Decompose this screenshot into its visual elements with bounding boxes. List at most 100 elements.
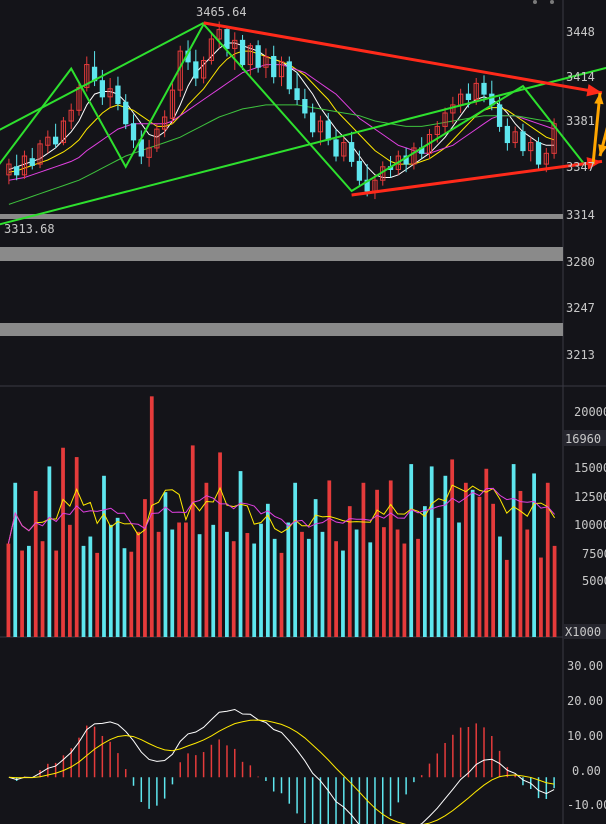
volume-bar xyxy=(20,550,24,637)
macd-dif-line xyxy=(8,708,555,824)
candle-body xyxy=(21,155,28,176)
volume-axis: 20000 16960 15000 12500 10000 7500 5000 … xyxy=(563,405,606,639)
volume-bar xyxy=(115,517,120,637)
volume-current-value: 16960 xyxy=(565,432,601,446)
volume-bar xyxy=(334,541,338,637)
candlestick xyxy=(21,150,28,179)
candle-body xyxy=(333,139,339,157)
volume-bar xyxy=(47,466,52,637)
candle-body xyxy=(146,147,152,158)
candle-body xyxy=(84,64,90,88)
candlestick xyxy=(60,117,67,146)
candlestick xyxy=(528,137,534,162)
volume-bar xyxy=(361,482,366,637)
price-gap-bands xyxy=(0,214,563,336)
volume-bar xyxy=(129,551,134,637)
macd-tick-label: 10.00 xyxy=(567,729,603,743)
candlestick xyxy=(208,32,215,65)
volume-bar xyxy=(252,543,257,637)
volume-bar xyxy=(197,534,202,637)
candle-body xyxy=(200,60,207,79)
candle-body xyxy=(473,82,479,101)
volume-tick-label: 12500 xyxy=(574,490,606,504)
volume-bar xyxy=(341,550,345,637)
candlestick xyxy=(29,147,35,170)
candlestick xyxy=(84,56,90,92)
low-price-annotation: 3313.68 xyxy=(4,222,55,236)
macd-dea-line xyxy=(8,719,555,824)
macd-panel xyxy=(8,708,555,824)
volume-bar xyxy=(300,531,304,637)
candle-body xyxy=(434,125,440,135)
candlestick xyxy=(317,115,324,146)
window-dots xyxy=(533,0,554,4)
volume-bar xyxy=(27,545,31,637)
volume-bar xyxy=(545,482,550,637)
price-panel xyxy=(0,21,606,226)
candle-body xyxy=(442,112,448,127)
candle-body xyxy=(310,112,316,133)
candlestick xyxy=(239,34,246,70)
orange-arrowhead xyxy=(594,92,604,105)
candle-body xyxy=(465,93,472,101)
candlestick xyxy=(232,32,238,70)
volume-bar xyxy=(190,445,195,637)
candlestick xyxy=(146,139,152,167)
candle-body xyxy=(123,101,129,125)
volume-bar xyxy=(463,482,468,637)
volume-tick-label: 7500 xyxy=(582,547,606,561)
volume-ma-10 xyxy=(7,487,555,544)
candle-body xyxy=(263,55,269,68)
volume-bar xyxy=(532,473,536,637)
candlestick xyxy=(68,103,74,130)
volume-bar xyxy=(436,517,441,637)
volume-bar xyxy=(218,452,222,637)
volume-current-value-box xyxy=(563,430,606,446)
candle-body xyxy=(115,85,121,105)
volume-bar xyxy=(382,527,386,637)
volume-bar xyxy=(457,522,461,637)
volume-bar xyxy=(320,531,325,637)
volume-bar xyxy=(272,538,277,637)
volume-bar xyxy=(177,522,181,637)
volume-bar xyxy=(238,471,243,637)
volume-bar xyxy=(136,531,141,637)
volume-bar xyxy=(484,468,489,637)
volume-bar xyxy=(286,522,291,637)
volume-bar xyxy=(211,524,216,637)
candlestick xyxy=(442,107,448,135)
candle-body xyxy=(99,80,106,98)
volume-bar xyxy=(395,529,400,637)
candle-body xyxy=(504,125,511,144)
price-tick-label: 3381 xyxy=(566,114,595,128)
candle-body xyxy=(520,131,526,152)
volume-tick-label: 10000 xyxy=(574,518,606,532)
macd-tick-label: 20.00 xyxy=(567,694,603,708)
candlestick xyxy=(504,118,511,151)
price-tick-label: 3280 xyxy=(566,255,595,269)
volume-bar xyxy=(88,536,93,637)
candle-body xyxy=(294,88,300,101)
candlestick xyxy=(520,123,526,157)
candlestick xyxy=(356,150,363,186)
volume-bar xyxy=(368,542,373,637)
volume-bar xyxy=(40,541,45,637)
volume-bar xyxy=(170,529,175,637)
volume-bar xyxy=(313,499,318,637)
price-tick-label: 3247 xyxy=(566,301,595,315)
candle-body xyxy=(107,88,113,98)
volume-bar xyxy=(231,541,236,637)
candle-body xyxy=(169,89,176,119)
volume-ma-5 xyxy=(7,484,556,544)
candlestick xyxy=(169,83,176,124)
volume-bar xyxy=(416,538,420,637)
volume-bar xyxy=(54,550,59,637)
price-tick-label: 3314 xyxy=(566,208,595,222)
candlestick xyxy=(341,137,347,162)
candlestick xyxy=(107,78,113,108)
candlestick xyxy=(348,131,355,167)
candlestick xyxy=(302,88,308,119)
candle-body xyxy=(68,109,74,122)
orange-arrow-line xyxy=(591,92,602,165)
volume-bar xyxy=(102,475,106,637)
